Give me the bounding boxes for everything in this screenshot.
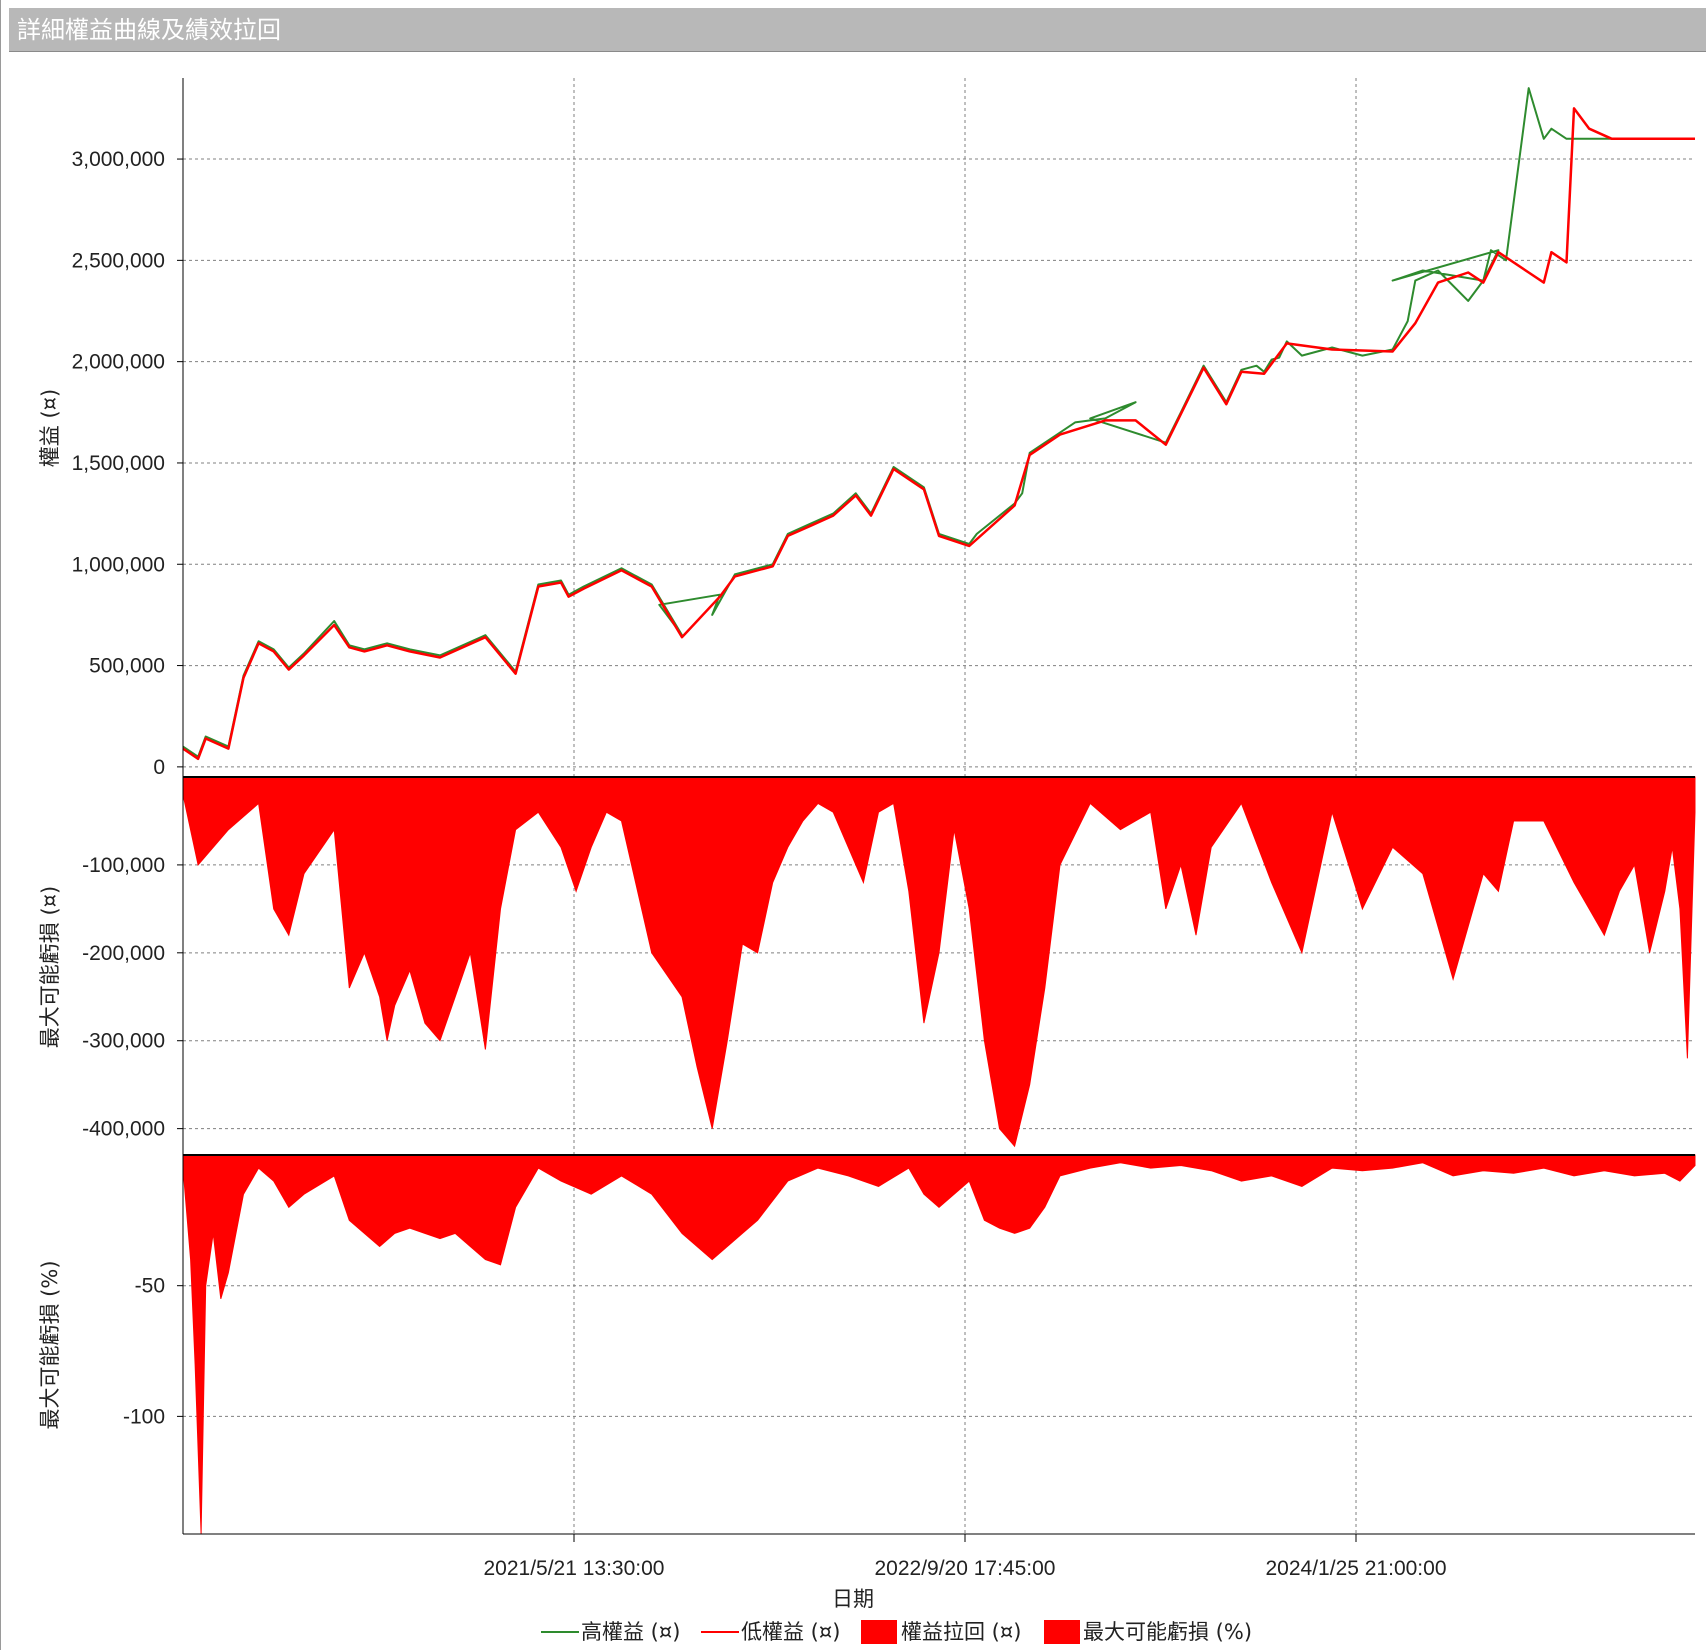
legend-drawdown-label: 權益拉回 (¤) bbox=[901, 1620, 1021, 1644]
y-tick-label: 0 bbox=[153, 756, 165, 779]
high-equity-line bbox=[182, 87, 1695, 758]
legend: 高權益 (¤) 低權益 (¤) 權益拉回 (¤) 最大可能虧損 (%) bbox=[541, 1620, 1252, 1644]
x-tick-label: 2022/9/20 17:45:00 bbox=[874, 1557, 1055, 1580]
x-tick-label: 2024/1/25 21:00:00 bbox=[1266, 1557, 1447, 1580]
y-tick-label: 1,500,000 bbox=[72, 452, 165, 475]
x-tick-label: 2021/5/21 13:30:00 bbox=[483, 1557, 664, 1580]
y-tick-label: 500,000 bbox=[89, 655, 165, 678]
y-tick-label: 2,500,000 bbox=[72, 249, 165, 272]
y-tick-label: -100,000 bbox=[82, 854, 165, 877]
legend-max-loss-swatch bbox=[1044, 1620, 1080, 1644]
y-tick-label: 2,000,000 bbox=[72, 351, 165, 374]
y-tick-label: -200,000 bbox=[82, 942, 165, 965]
window-title: 詳細權益曲線及績效拉回 bbox=[9, 8, 1706, 52]
panel-frames bbox=[177, 78, 1695, 1542]
y-tick-label: -400,000 bbox=[82, 1118, 165, 1141]
legend-drawdown-swatch bbox=[861, 1620, 897, 1644]
x-axis-title: 日期 bbox=[832, 1587, 874, 1611]
equity-axis-title: 權益 (¤) bbox=[38, 389, 62, 467]
legend-high-equity-label: 高權益 (¤) bbox=[581, 1620, 680, 1644]
low-equity-line bbox=[182, 107, 1695, 761]
tick-labels: 2021/5/21 13:30:00 2022/9/20 17:45:00 2024… bbox=[72, 148, 1447, 1580]
y-tick-label: -50 bbox=[135, 1275, 165, 1298]
y-tick-label: 3,000,000 bbox=[72, 148, 165, 171]
y-tick-label: -300,000 bbox=[82, 1030, 165, 1053]
legend-max-loss-label: 最大可能虧損 (%) bbox=[1083, 1620, 1252, 1644]
legend-low-equity-label: 低權益 (¤) bbox=[741, 1620, 840, 1644]
drawdown-pct-area bbox=[182, 1154, 1696, 1535]
y-tick-label: 1,000,000 bbox=[72, 553, 165, 576]
drawdown-value-area bbox=[182, 776, 1696, 1148]
equity-lines bbox=[182, 87, 1695, 761]
drawdown-pct-axis-title: 最大可能虧損 (%) bbox=[38, 1260, 62, 1429]
drawdown-areas bbox=[182, 776, 1696, 1535]
drawdown-value-axis-title: 最大可能虧損 (¤) bbox=[38, 886, 62, 1048]
y-tick-label: -100 bbox=[123, 1405, 165, 1428]
